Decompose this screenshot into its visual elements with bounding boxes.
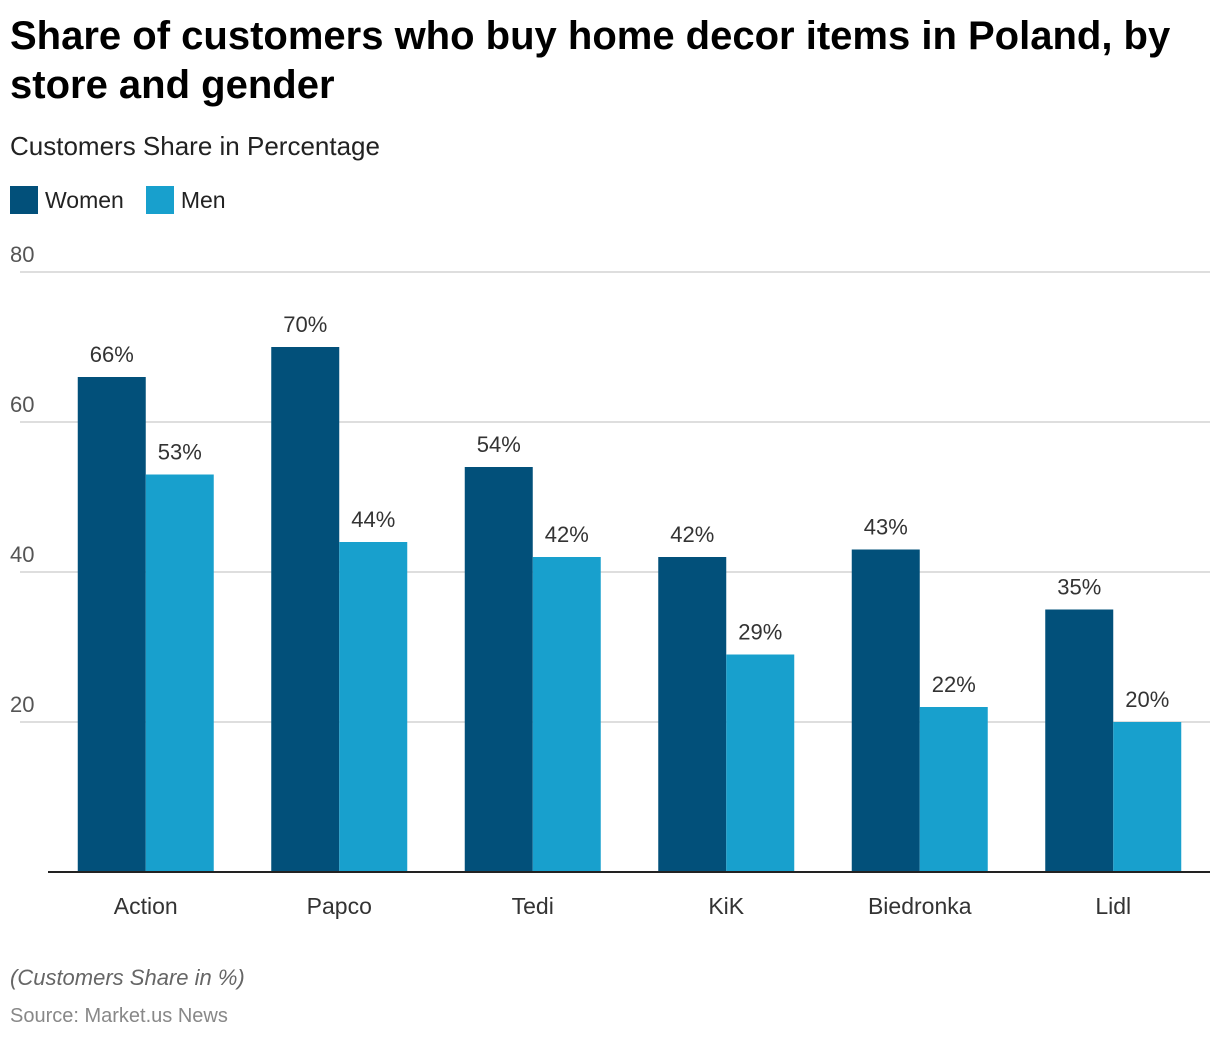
bar-women [77,377,146,872]
data-label-men: 53% [158,440,202,465]
legend-swatch-women [10,186,38,214]
bar-men [532,557,601,872]
chart-title: Share of customers who buy home decor it… [10,14,1171,107]
bar-women [851,549,920,872]
bar-women [271,347,340,872]
bar-women [464,467,533,872]
data-label-women: 66% [90,342,134,367]
data-label-women: 35% [1057,575,1101,600]
bar-women [1045,609,1114,872]
data-label-women: 54% [477,432,521,457]
data-label-women: 43% [864,515,908,540]
data-label-men: 42% [545,522,589,547]
bar-men [145,474,214,872]
legend-label-women: Women [45,186,124,213]
x-tick-label: Papco [307,893,372,919]
x-tick-label: Action [114,893,178,919]
x-tick-label: Biedronka [868,893,972,919]
y-tick-label: 60 [10,392,34,417]
bar-men [726,654,795,872]
data-label-men: 29% [738,620,782,645]
x-tick-label: KiK [708,893,744,919]
data-label-men: 44% [351,507,395,532]
bar-chart: 20 40 60 80 66% 53% Action 70% 44% Papco 54% 42% Ted… [10,242,1210,919]
data-label-men: 22% [932,672,976,697]
y-tick-label: 80 [10,242,34,267]
legend-swatch-men [145,186,174,214]
y-tick-label: 20 [10,692,34,717]
chart-legend: Women Men [10,186,248,214]
legend-item-men: Men [145,186,226,214]
bar-men [919,707,988,872]
data-label-women: 70% [283,312,327,337]
data-label-men: 20% [1125,687,1169,712]
bar-women [658,557,727,872]
legend-label-men: Men [180,186,226,213]
bar-men [339,542,408,872]
data-label-women: 42% [670,522,714,547]
legend-item-women: Women [10,186,124,214]
chart-source: Source: Market.us News [10,1005,228,1027]
chart-note: (Customers Share in %) [10,965,245,990]
x-tick-label: Tedi [512,893,554,919]
x-tick-label: Lidl [1095,893,1131,919]
chart-subtitle: Customers Share in Percentage [10,131,380,161]
y-tick-label: 40 [10,542,34,567]
bar-men [1113,722,1182,872]
